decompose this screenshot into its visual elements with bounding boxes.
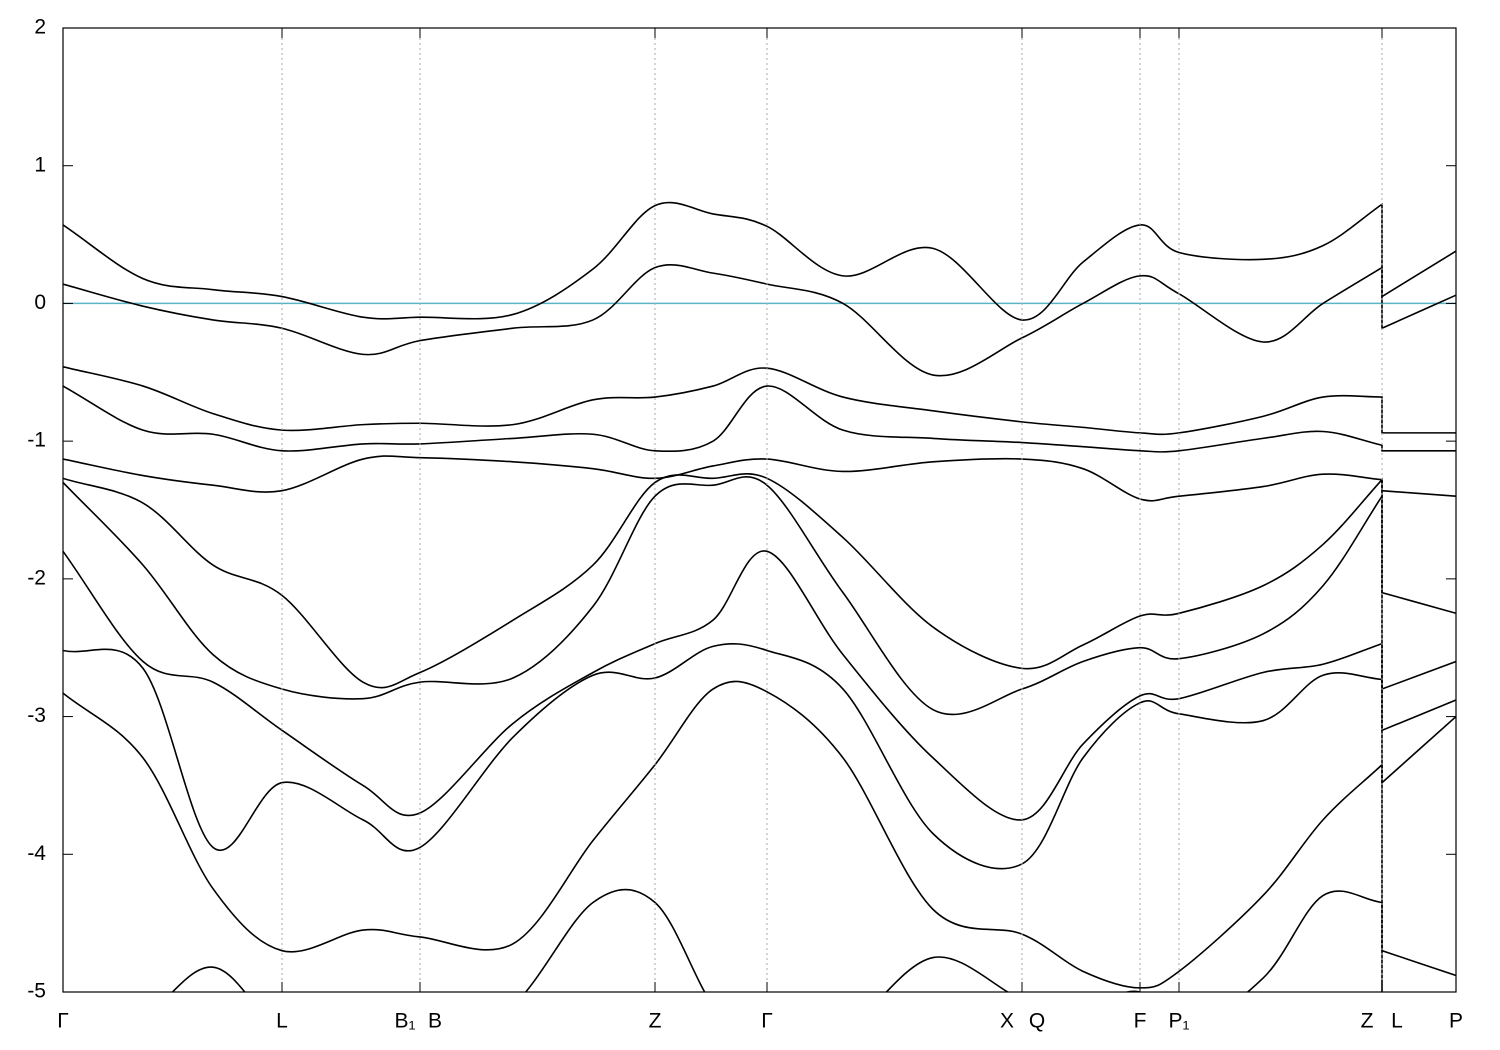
x-tick-label: Q <box>1029 1010 1045 1033</box>
y-tick-label: 2 <box>34 16 46 39</box>
plot-frame <box>62 27 1457 993</box>
y-tick-label: -2 <box>27 566 46 589</box>
y-tick-label: 1 <box>34 153 46 176</box>
band-line <box>63 680 1456 989</box>
y-tick-label: 0 <box>34 291 46 314</box>
x-tick-label: Γ <box>57 1010 69 1033</box>
x-tick-label: Z <box>649 1010 662 1033</box>
y-tick-label: -5 <box>27 980 46 1003</box>
band-line <box>63 201 1456 321</box>
band-line <box>63 476 1456 716</box>
x-tick-label: B₁ <box>394 1010 415 1033</box>
x-tick-label: P₁ <box>1168 1010 1189 1033</box>
y-tick-label: -4 <box>27 842 46 865</box>
x-tick-label: Γ <box>761 1010 773 1033</box>
x-tick-label: Z <box>1361 1010 1374 1033</box>
x-tick-label: P <box>1449 1010 1463 1033</box>
band-line <box>63 642 1456 870</box>
band-line <box>63 264 1456 377</box>
y-tick-label: -1 <box>27 429 46 452</box>
x-tick-label: F <box>1134 1010 1147 1033</box>
x-tick-label: L <box>276 1010 288 1033</box>
x-tick-label: X <box>1000 1010 1014 1033</box>
band-line <box>63 385 1456 453</box>
band-line <box>63 550 1456 821</box>
x-tick-label: L <box>1391 1010 1403 1033</box>
x-tick-label: B <box>428 1010 442 1033</box>
y-tick-label: -3 <box>27 704 46 727</box>
